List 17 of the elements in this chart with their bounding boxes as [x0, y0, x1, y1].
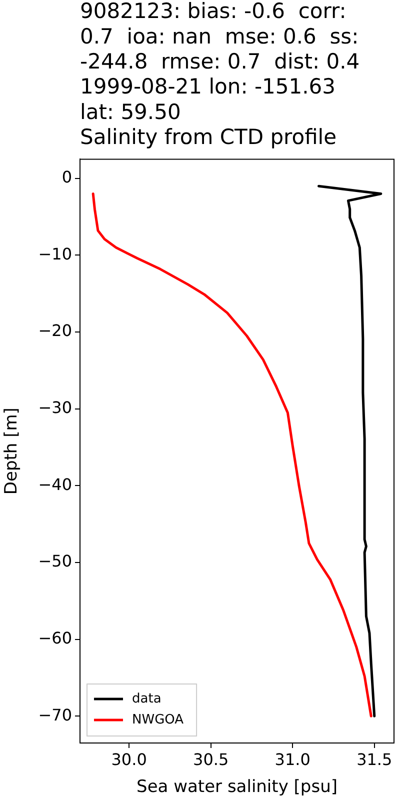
- legend-label: NWGOA: [132, 712, 184, 728]
- x-tick-label: 30.0: [111, 750, 147, 769]
- y-tick-label: −50: [38, 552, 72, 571]
- y-tick-label: −20: [38, 321, 72, 340]
- y-tick-label: −60: [38, 628, 72, 648]
- y-tick-label: −40: [38, 474, 72, 494]
- x-tick-label: 31.5: [356, 750, 392, 769]
- chart-title: 9082123: bias: -0.6 corr: 0.7 ioa: nan mse: 0.6 ss: -244.8 rmse: 0.7 dist: 0.4 1999-08-21 lon: -151.63 lat: 59.50 Salinity from CTD profile: [80, 0, 360, 150]
- x-axis-title: Sea water salinity [psu]: [136, 777, 338, 798]
- y-tick-label: −70: [38, 705, 72, 724]
- y-axis-title: Depth [m]: [2, 408, 22, 495]
- x-tick-label: 31.0: [274, 750, 310, 769]
- y-tick-label: −30: [38, 398, 72, 418]
- y-tick-label: −10: [38, 244, 72, 264]
- y-tick-label: 0: [62, 168, 72, 187]
- x-tick-label: 30.5: [193, 750, 229, 769]
- legend-label: data: [132, 691, 162, 706]
